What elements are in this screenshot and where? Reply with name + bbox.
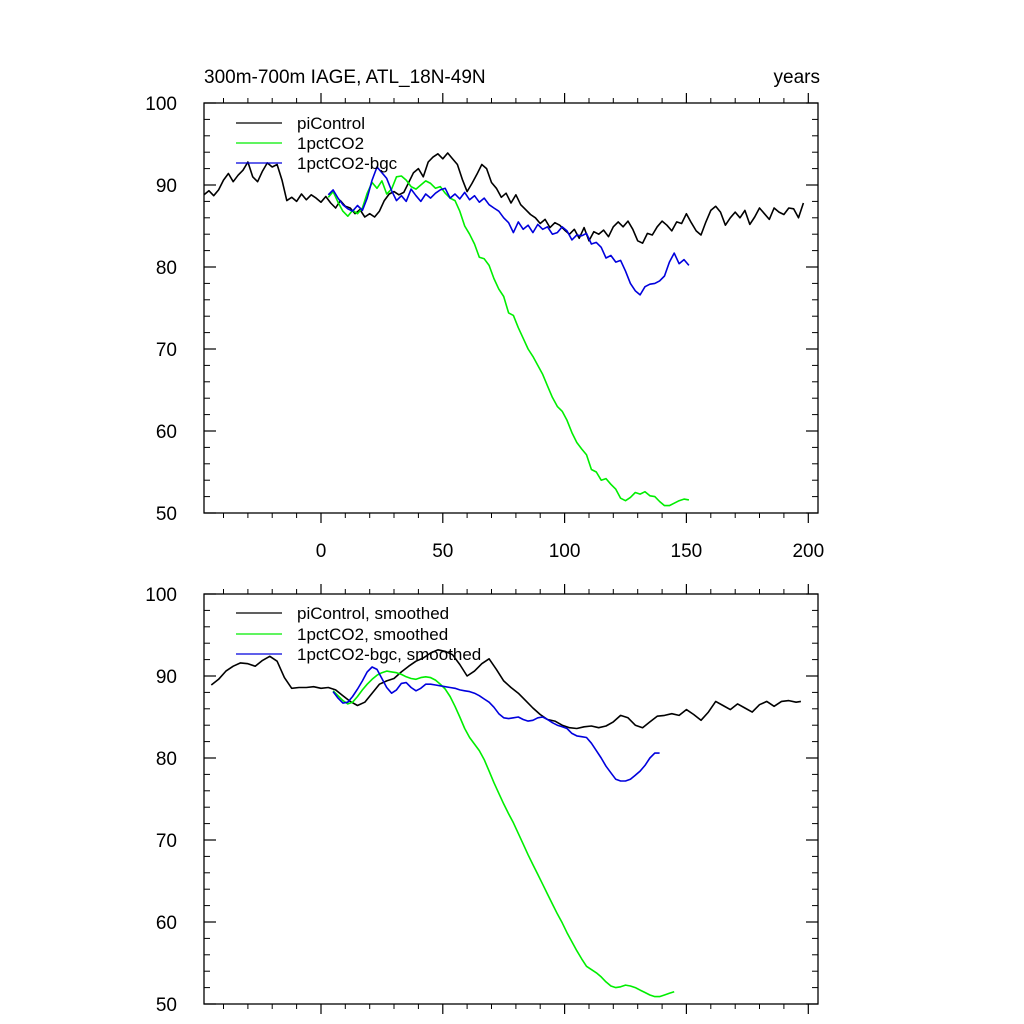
legend-label-1pctco2-bgc: 1pctCO2-bgc: [297, 154, 398, 173]
x-tick-label: 200: [792, 541, 824, 562]
legend-label-picontrol-smoothed: piControl, smoothed: [297, 604, 449, 623]
y-tick-label: 50: [156, 504, 177, 525]
plot-frame: [203, 102, 819, 514]
bottom-panel: 50 60 70 80 90 100 piControl, smoothed 1pctCO…: [145, 584, 819, 1016]
legend-label-1pctco2: 1pctCO2: [297, 134, 364, 153]
x-axis-tick-labels: 0 50 100 150 200: [316, 541, 824, 562]
units-label: years: [774, 67, 820, 88]
plot-frame: [203, 593, 819, 1005]
series-layer: [210, 648, 802, 998]
series-line-1pctco2-bgc: [327, 166, 690, 296]
series-line-1pctco2-smoothed: [332, 670, 675, 998]
series-line-picontrol-smoothed: [210, 648, 802, 730]
y-tick-label: 60: [156, 422, 177, 443]
y-tick-label: 80: [156, 258, 177, 279]
tick-marks: [204, 584, 818, 1014]
legend: piControl, smoothed 1pctCO2, smoothed 1p…: [236, 604, 481, 664]
y-tick-label: 100: [145, 585, 177, 606]
series-line-1pctco2-bgc-smoothed: [332, 666, 660, 782]
top-panel: 300m-700m IAGE, ATL_18N-49N years 50 60 70…: [145, 67, 824, 562]
y-axis-tick-labels: 50 60 70 80 90 100: [145, 94, 177, 525]
y-tick-label: 60: [156, 913, 177, 934]
legend-label-picontrol: piControl: [297, 114, 365, 133]
series-line-1pctco2: [327, 175, 690, 507]
x-tick-label: 0: [316, 541, 327, 562]
chart-title: 300m-700m IAGE, ATL_18N-49N: [204, 67, 486, 88]
x-tick-label: 100: [549, 541, 581, 562]
y-tick-label: 90: [156, 176, 177, 197]
y-tick-label: 90: [156, 667, 177, 688]
legend-label-1pctco2-smoothed: 1pctCO2, smoothed: [297, 625, 448, 644]
y-tick-label: 100: [145, 94, 177, 115]
y-tick-label: 70: [156, 340, 177, 361]
y-tick-label: 80: [156, 749, 177, 770]
y-tick-label: 70: [156, 831, 177, 852]
series-layer: [203, 152, 805, 507]
x-tick-label: 50: [432, 541, 453, 562]
y-tick-label: 50: [156, 995, 177, 1016]
y-axis-tick-labels: 50 60 70 80 90 100: [145, 585, 177, 1016]
x-tick-label: 150: [671, 541, 703, 562]
legend: piControl 1pctCO2 1pctCO2-bgc: [236, 114, 398, 173]
legend-label-1pctco2-bgc-smoothed: 1pctCO2-bgc, smoothed: [297, 645, 481, 664]
series-line-picontrol: [203, 152, 805, 244]
